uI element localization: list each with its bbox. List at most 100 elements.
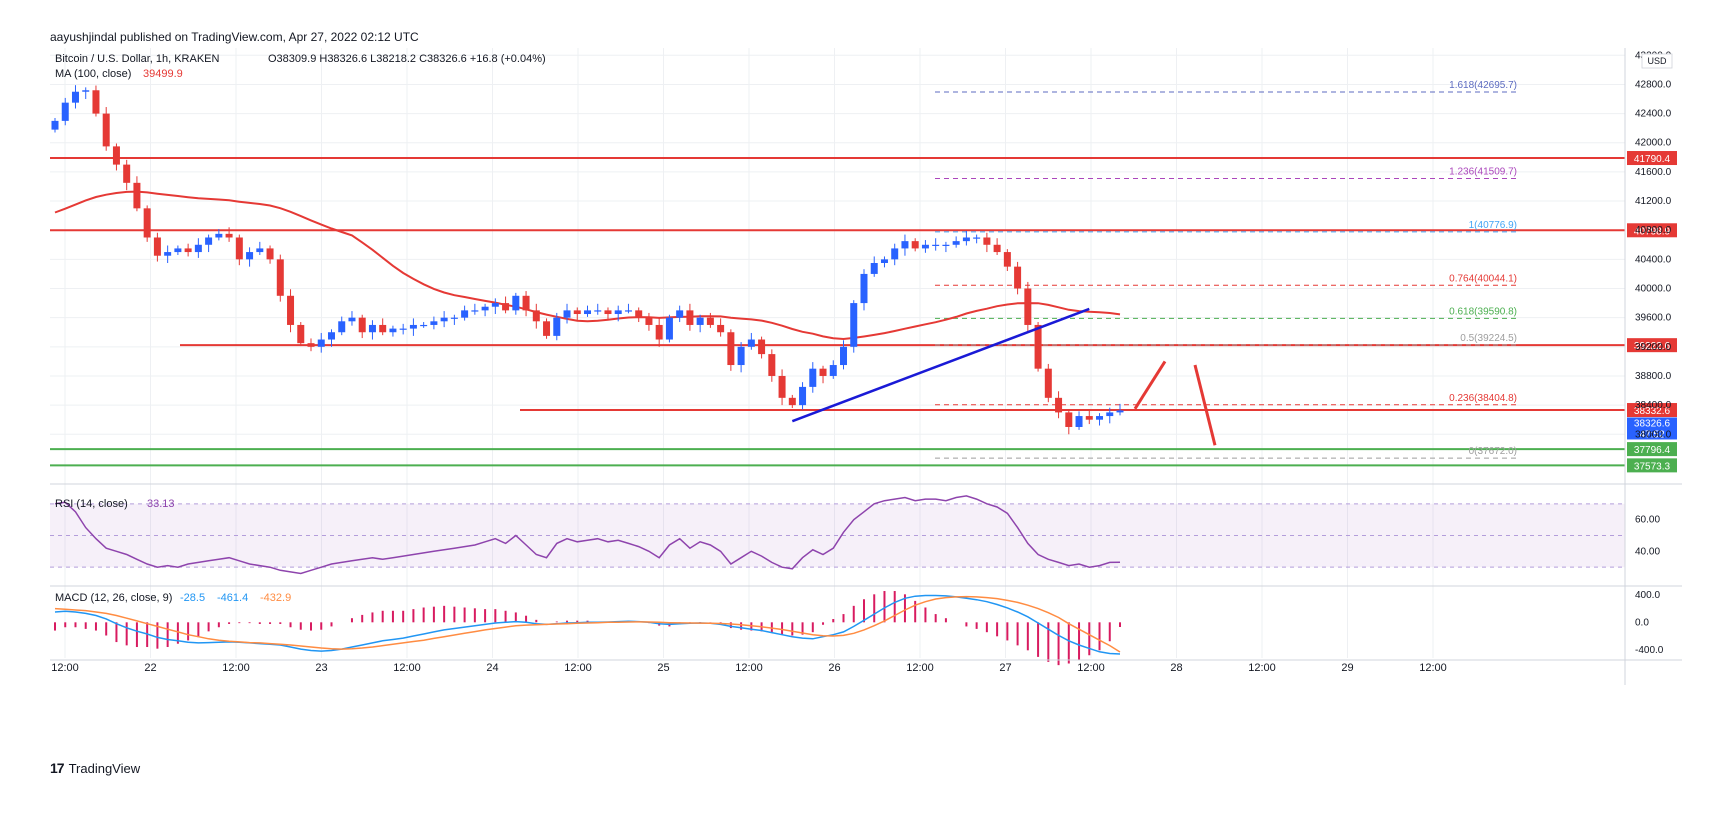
candle-body bbox=[287, 295, 295, 325]
candle-body bbox=[952, 241, 960, 245]
legend-ma-value: 39499.9 bbox=[143, 68, 183, 80]
legend-rsi-value: 33.13 bbox=[147, 498, 175, 510]
fib-level-label: 1.236(41509.7) bbox=[1449, 166, 1517, 177]
y-tick-label: 39600.0 bbox=[1635, 313, 1672, 324]
x-tick-label: 12:00 bbox=[564, 662, 592, 674]
candle-body bbox=[440, 317, 448, 322]
x-tick-label: 12:00 bbox=[1077, 662, 1105, 674]
candle-body bbox=[686, 310, 694, 325]
fib-levels: 1.618(42695.7) 1.236(41509.7) 1(40776.9) 0.… bbox=[935, 80, 1520, 459]
candle-body bbox=[706, 317, 714, 325]
candle-body bbox=[1014, 266, 1022, 289]
candle-body bbox=[297, 324, 305, 344]
candle-body bbox=[174, 248, 182, 253]
rsi-panel: 40.00 60.00 bbox=[50, 495, 1660, 575]
legend-ma-label: MA (100, close) bbox=[55, 68, 131, 80]
candle-body bbox=[276, 259, 284, 296]
candle-body bbox=[891, 248, 899, 260]
y-tick-label: 42800.0 bbox=[1635, 79, 1672, 90]
x-tick-label: 28 bbox=[1170, 662, 1182, 674]
candle-body bbox=[246, 252, 254, 260]
countdown-text: 47:52 bbox=[1639, 429, 1664, 440]
candle-body bbox=[543, 321, 551, 336]
candle-body bbox=[604, 310, 612, 315]
fib-level-label: 0.5(39224.5) bbox=[1460, 333, 1517, 344]
candle-body bbox=[747, 339, 755, 347]
candle-body bbox=[389, 328, 397, 333]
candle-body bbox=[1085, 416, 1093, 420]
x-tick-label: 29 bbox=[1341, 662, 1353, 674]
legend-symbol: Bitcoin / U.S. Dollar, 1h, KRAKEN bbox=[55, 53, 220, 65]
x-tick-label: 12:00 bbox=[393, 662, 421, 674]
price-level-tag bbox=[1627, 403, 1677, 418]
candle-body bbox=[450, 317, 458, 319]
macd-line bbox=[54, 594, 1121, 655]
candle-body bbox=[235, 237, 243, 260]
legend: Bitcoin / U.S. Dollar, 1h, KRAKEN O38309… bbox=[55, 53, 546, 604]
candle-body bbox=[983, 237, 991, 245]
trend-lines: 38326.647:52 bbox=[791, 307, 1677, 446]
price-level-tag-label: 39222.6 bbox=[1634, 341, 1671, 352]
trading-chart[interactable]: 41790.4 40798.9 39222.6 38332.6 37796.4 37573… bbox=[50, 48, 1682, 748]
candle-body bbox=[256, 248, 264, 253]
candle-body bbox=[563, 310, 571, 318]
candle-body bbox=[358, 317, 366, 333]
current-price-tag bbox=[1627, 417, 1677, 440]
candle-body bbox=[880, 259, 888, 263]
fib-level-label: 0.764(40044.1) bbox=[1449, 273, 1517, 284]
y-tick-label: 40800.0 bbox=[1635, 225, 1672, 236]
price-level-tag-label: 40798.9 bbox=[1634, 226, 1671, 237]
x-tick-label: 24 bbox=[486, 662, 498, 674]
candle-body bbox=[840, 346, 848, 366]
candle-body bbox=[737, 346, 745, 366]
price-level-tag bbox=[1627, 151, 1677, 166]
y-tick-label: 41600.0 bbox=[1635, 167, 1672, 178]
price-level-tag bbox=[1627, 223, 1677, 238]
candle-body bbox=[461, 310, 469, 318]
ma-line-path bbox=[54, 190, 1121, 341]
candle-body bbox=[1044, 368, 1052, 398]
publish-line: aayushjindal published on TradingView.co… bbox=[50, 30, 419, 44]
candle-body bbox=[829, 365, 837, 376]
candle-body bbox=[112, 146, 120, 165]
candles bbox=[51, 85, 1124, 435]
y-tick-label: 41200.0 bbox=[1635, 196, 1672, 207]
price-level-tag bbox=[1627, 442, 1677, 457]
price-level-tag-label: 38332.6 bbox=[1634, 406, 1671, 417]
y-tick-label: 40000.0 bbox=[1635, 284, 1672, 295]
x-tick-label: 12:00 bbox=[735, 662, 763, 674]
footer-logo[interactable]: 17 TradingView bbox=[50, 760, 140, 776]
candle-body bbox=[614, 310, 622, 315]
candle-body bbox=[338, 321, 346, 333]
y-tick-label: 40400.0 bbox=[1635, 254, 1672, 265]
candle-body bbox=[676, 310, 684, 318]
candle-body bbox=[809, 368, 817, 387]
candle-body bbox=[61, 102, 69, 121]
candle-body bbox=[727, 332, 735, 366]
candle-body bbox=[133, 182, 141, 209]
candle-body bbox=[71, 91, 79, 103]
y-tick-label: 38000.0 bbox=[1635, 429, 1672, 440]
macd-panel: 400.0 0.0 -400.0 bbox=[54, 590, 1664, 666]
legend-macd-v2: -461.4 bbox=[217, 592, 248, 604]
candle-body bbox=[932, 244, 940, 246]
macd-tick-label: 0.0 bbox=[1635, 617, 1649, 628]
candle-body bbox=[870, 263, 878, 274]
candle-body bbox=[512, 295, 520, 311]
candle-body bbox=[778, 375, 786, 398]
candle-body bbox=[1065, 412, 1073, 427]
chart-frame: 41790.4 40798.9 39222.6 38332.6 37796.4 37573… bbox=[50, 48, 1682, 748]
candle-body bbox=[225, 233, 233, 238]
axes: 12:00 22 12:00 23 12:00 24 12:00 25 12:00 26 12:00… bbox=[50, 48, 1682, 685]
candle-body bbox=[768, 354, 776, 376]
price-level-tag-label: 37796.4 bbox=[1634, 445, 1671, 456]
candle-body bbox=[573, 310, 581, 315]
candle-body bbox=[993, 244, 1001, 253]
macd-tick-label: -400.0 bbox=[1635, 645, 1664, 656]
tradingview-logo-icon: 17 bbox=[50, 760, 65, 776]
candle-body bbox=[184, 248, 192, 253]
candle-body bbox=[82, 90, 90, 92]
candle-body bbox=[665, 317, 673, 340]
candle-body bbox=[788, 397, 796, 406]
candle-body bbox=[942, 244, 950, 246]
